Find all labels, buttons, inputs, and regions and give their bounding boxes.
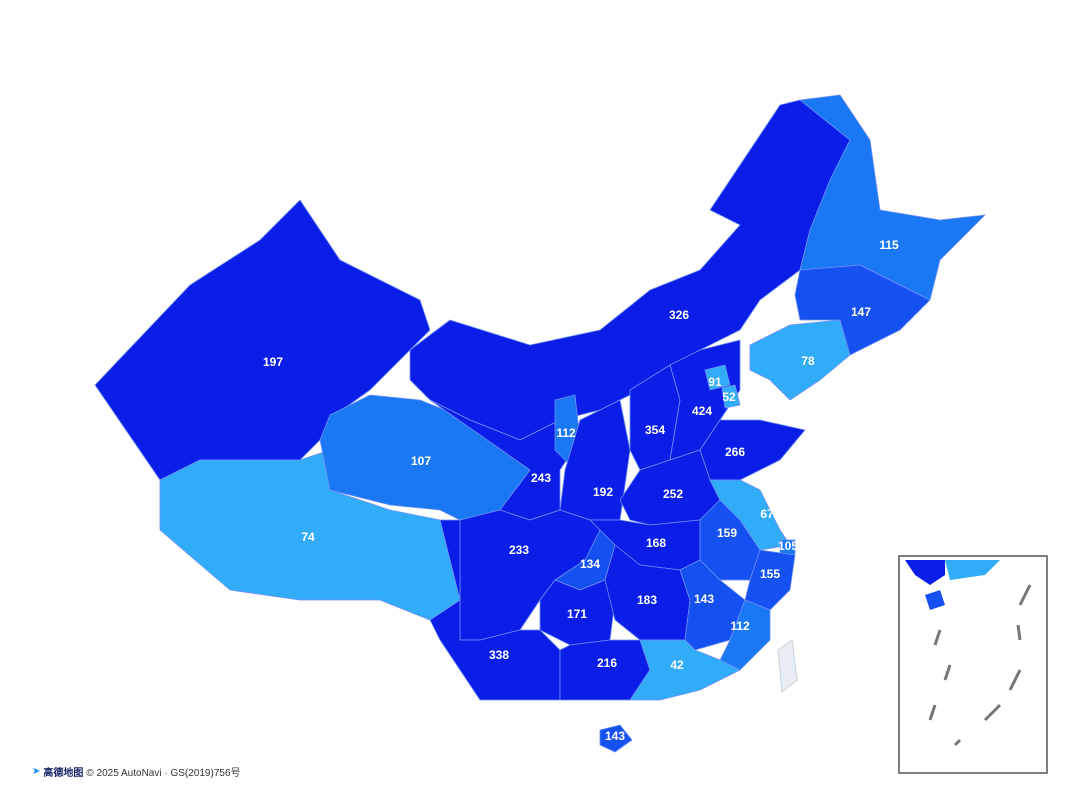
region-4[interactable]: [429, 399, 581, 521]
region-value-label: 354: [645, 423, 665, 437]
region-value-label: 155: [760, 567, 780, 581]
region-value-label: 266: [725, 445, 745, 459]
region-value-label: 168: [646, 536, 666, 550]
region-10[interactable]: [721, 384, 741, 409]
copyright-text: © 2025 AutoNavi · GS(2019)756号: [86, 768, 241, 779]
taiwan-region: [777, 639, 798, 693]
region-value-label: 243: [531, 471, 551, 485]
region-value-label: 91: [708, 375, 722, 389]
region-value-label: 171: [567, 607, 587, 621]
region-value-label: 183: [637, 593, 657, 607]
region-value-label: 78: [801, 354, 815, 368]
map-attribution: ➤ 高德地图 © 2025 AutoNavi · GS(2019)756号: [32, 764, 241, 779]
region-value-label: 216: [597, 656, 617, 670]
region-value-label: 424: [692, 404, 712, 418]
navigation-arrow-icon: ➤: [32, 766, 41, 777]
region-value-label: 143: [605, 729, 625, 743]
region-value-label: 112: [556, 426, 576, 440]
region-value-label: 105: [778, 539, 798, 553]
region-value-label: 115: [879, 238, 899, 252]
region-value-label: 159: [717, 526, 737, 540]
region-value-label: 252: [663, 487, 683, 501]
region-29[interactable]: [629, 639, 741, 701]
region-value-label: 192: [593, 485, 613, 499]
region-11[interactable]: [749, 319, 851, 401]
region-value-label: 74: [301, 530, 315, 544]
region-13[interactable]: [799, 94, 986, 301]
region-value-label: 197: [263, 355, 283, 369]
region-value-label: 42: [670, 658, 684, 672]
south-sea-inset: [898, 555, 1048, 774]
region-value-label: 112: [730, 619, 750, 633]
region-value-label: 134: [580, 557, 600, 571]
region-value-label: 52: [722, 390, 736, 404]
map-provider-logo: 高德地图: [43, 768, 84, 779]
region-value-label: 338: [489, 648, 509, 662]
region-value-label: 233: [509, 543, 529, 557]
region-value-label: 67: [760, 507, 774, 521]
region-value-label: 147: [851, 305, 871, 319]
region-30[interactable]: [599, 724, 633, 753]
region-14[interactable]: [699, 419, 806, 481]
region-value-label: 143: [694, 592, 714, 606]
region-value-label: 326: [669, 308, 689, 322]
region-9[interactable]: [704, 364, 731, 391]
region-value-label: 107: [411, 454, 431, 468]
